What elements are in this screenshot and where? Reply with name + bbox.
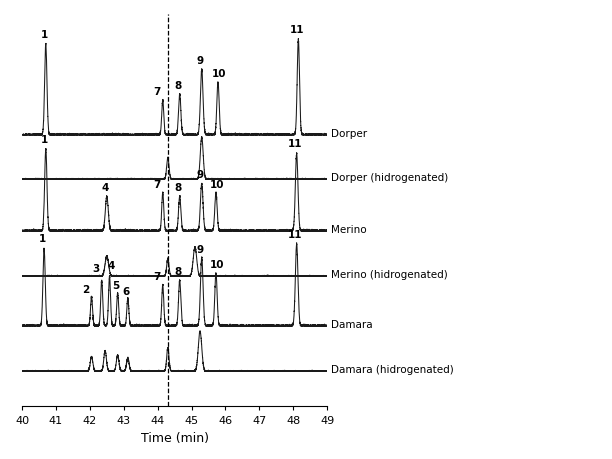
Text: Damara: Damara [331, 319, 373, 329]
Text: 8: 8 [174, 81, 182, 90]
Text: 8: 8 [174, 183, 182, 193]
Text: Merino (hidrogenated): Merino (hidrogenated) [331, 269, 448, 280]
Text: 1: 1 [40, 30, 48, 39]
Text: Merino: Merino [331, 224, 367, 234]
Text: 4: 4 [102, 183, 109, 193]
Text: 2: 2 [82, 284, 89, 294]
Text: 8: 8 [174, 267, 182, 277]
Text: 10: 10 [211, 69, 226, 79]
Text: Dorper: Dorper [331, 129, 367, 139]
Text: 9: 9 [196, 56, 204, 66]
Text: 9: 9 [196, 170, 204, 180]
Text: 6: 6 [122, 286, 130, 296]
X-axis label: Time (min): Time (min) [141, 431, 209, 444]
Text: 10: 10 [209, 259, 224, 269]
Text: 7: 7 [153, 271, 160, 281]
Text: 11: 11 [289, 25, 304, 35]
Text: 4: 4 [107, 260, 114, 270]
Text: 3: 3 [92, 263, 99, 274]
Text: 1: 1 [39, 234, 46, 244]
Text: 7: 7 [153, 87, 160, 97]
Text: 11: 11 [288, 139, 302, 149]
Text: 9: 9 [196, 244, 204, 254]
Text: 1: 1 [40, 134, 48, 145]
Text: 11: 11 [288, 230, 302, 240]
Text: Damara (hidrogenated): Damara (hidrogenated) [331, 364, 454, 375]
Text: 5: 5 [113, 280, 119, 291]
Text: 7: 7 [153, 179, 160, 189]
Text: 10: 10 [209, 179, 224, 189]
Text: Dorper (hidrogenated): Dorper (hidrogenated) [331, 173, 449, 183]
